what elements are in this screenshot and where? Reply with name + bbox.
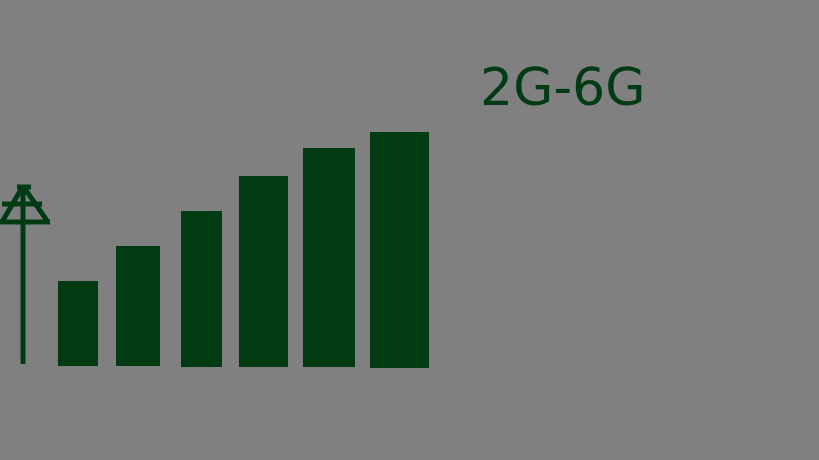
signal-bar-5 xyxy=(303,148,355,367)
signal-bars xyxy=(58,132,429,368)
title-text: 2G-6G xyxy=(480,58,646,118)
signal-bar-4 xyxy=(239,176,288,367)
antenna-tower-icon xyxy=(0,184,51,364)
signal-bar-3 xyxy=(181,211,222,367)
signal-bar-6 xyxy=(370,132,429,368)
signal-bar-2 xyxy=(116,246,160,366)
signal-bar-1 xyxy=(58,281,98,366)
